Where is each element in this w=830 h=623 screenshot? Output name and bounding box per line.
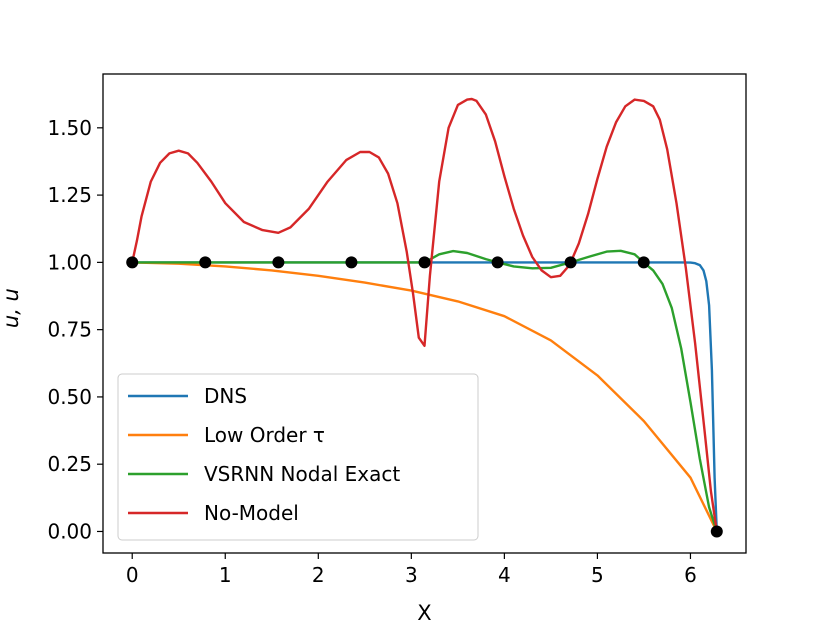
x-tick-label: 2	[312, 563, 325, 587]
x-tick-label: 5	[591, 563, 604, 587]
x-tick-label: 4	[498, 563, 511, 587]
y-tick-label: 0.50	[47, 385, 92, 409]
x-tick-label: 6	[684, 563, 697, 587]
y-axis-label: u, u	[0, 288, 23, 328]
node-marker	[272, 256, 285, 269]
node-marker	[637, 256, 650, 269]
legend-label-2: VSRNN Nodal Exact	[204, 462, 400, 486]
node-marker	[345, 256, 358, 269]
legend-label-3: No-Model	[204, 501, 299, 525]
axes-frame	[102, 73, 747, 554]
legend-box	[117, 373, 479, 541]
x-axis: 0 1 2 3 4 5 6	[126, 553, 697, 587]
legend: DNS Low Order τ VSRNN Nodal Exact No-Model	[117, 373, 479, 541]
y-tick-label: 1.50	[47, 116, 92, 140]
y-tick-label: 0.00	[47, 519, 92, 543]
node-marker	[564, 256, 577, 269]
y-axis: 0.00 0.25 0.50 0.75 1.00 1.25 1.50	[47, 116, 103, 543]
y-tick-label: 0.75	[47, 318, 92, 342]
series-line-1	[130, 261, 718, 533]
node-marker	[710, 525, 723, 538]
y-tick-label: 0.25	[47, 452, 92, 476]
legend-label-0: DNS	[204, 384, 247, 408]
node-markers	[126, 256, 723, 538]
node-marker	[418, 256, 431, 269]
x-tick-label: 0	[126, 563, 139, 587]
y-tick-label: 1.25	[47, 183, 92, 207]
y-tick-label: 1.00	[47, 250, 92, 274]
x-tick-label: 3	[405, 563, 418, 587]
node-marker	[491, 256, 504, 269]
legend-label-1: Low Order τ	[204, 423, 325, 447]
series-line-3	[130, 97, 718, 533]
node-marker	[126, 256, 139, 269]
node-marker	[199, 256, 212, 269]
x-tick-label: 1	[219, 563, 232, 587]
x-axis-label: X	[417, 601, 431, 623]
